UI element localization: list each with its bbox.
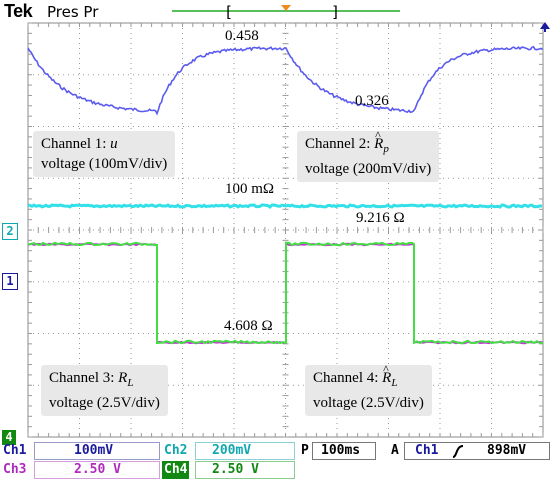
timebase-value[interactable]: 100ms (321, 443, 361, 458)
acquisition-mode: Pres Pr (47, 3, 99, 21)
channel-2-scale-box[interactable] (195, 442, 295, 460)
top-bar: Tek Pres Pr (0, 0, 550, 24)
min-value-label: 0.326 (355, 93, 389, 109)
channel-2-description: Channel 2: Rp voltage (200mV/div) (297, 125, 440, 182)
timebase-box[interactable] (312, 442, 376, 460)
channel-1-scale-box[interactable] (34, 442, 160, 460)
channel-3-name[interactable]: Ch3 (3, 462, 27, 477)
brand-logo: Tek (4, 1, 33, 21)
channel-2-scale[interactable]: 200mV (212, 443, 252, 458)
channel-1-scale[interactable]: 100mV (74, 443, 114, 458)
channel-4-marker[interactable]: 4 (2, 430, 16, 445)
svg-text:[: [ (224, 3, 233, 21)
channel-4-scale[interactable]: 2.50 V (212, 462, 259, 477)
channel-2-marker[interactable]: 2 (2, 223, 18, 240)
channel-2-resistance-label: 100 mΩ (225, 181, 275, 197)
trigger-source[interactable]: Ch1 (415, 443, 439, 458)
channel-4-scale-box[interactable] (195, 461, 295, 479)
trigger-level-icon[interactable] (540, 22, 550, 29)
channel-4-description: Channel 4: RL voltage (2.5V/div) (305, 359, 432, 416)
channel-1-name[interactable]: Ch1 (3, 443, 27, 458)
channel-3-scale[interactable]: 2.50 V (74, 462, 121, 477)
channel-3-scale-box[interactable] (34, 461, 160, 479)
channel-2-offset-label: 9.216 Ω (356, 210, 405, 226)
channel-1-marker[interactable]: 1 (2, 273, 18, 290)
svg-text:]: ] (331, 3, 340, 21)
timebase-label: P (301, 443, 309, 458)
channel-2-trace (27, 203, 543, 209)
trigger-mode[interactable]: A (391, 443, 399, 458)
channel-3-description: Channel 3: RL voltage (2.5V/div) (41, 365, 168, 416)
channel-1-trace (27, 45, 543, 116)
channel-4-name[interactable]: Ch4 (162, 461, 190, 479)
low-value-label: 4.608 Ω (224, 318, 273, 334)
rising-edge-icon (452, 445, 464, 458)
trigger-position-icon[interactable] (281, 5, 291, 11)
channel-2-name[interactable]: Ch2 (164, 443, 188, 458)
status-bar: Ch1 100mV Ch2 200mV P 100ms A Ch1 898mV … (0, 440, 550, 482)
trigger-level[interactable]: 898mV (487, 443, 527, 458)
peak-value-label: 0.458 (225, 28, 259, 44)
channel-4-trace (27, 241, 544, 345)
channel-1-description: Channel 1: u voltage (100mV/div) (33, 131, 176, 177)
